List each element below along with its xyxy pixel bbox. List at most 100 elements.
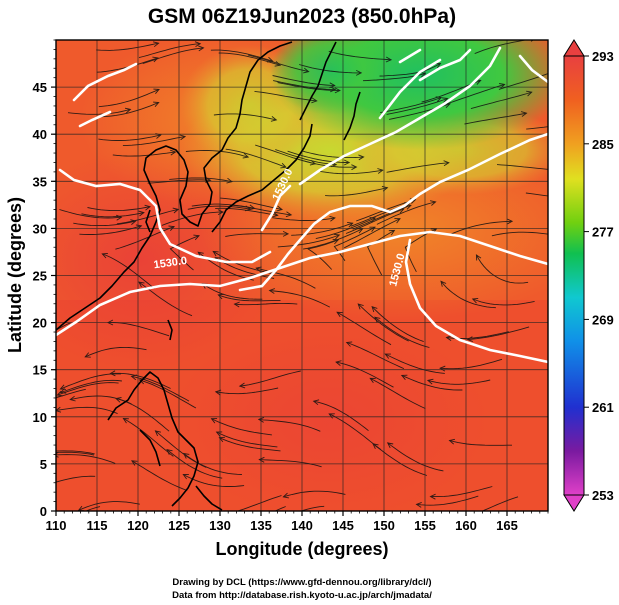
streamline — [273, 80, 336, 91]
streamline-arrow — [144, 204, 151, 211]
streamline-arrow — [242, 152, 250, 159]
y-tick-label: 0 — [40, 504, 47, 519]
y-axis: 0 5 10 15 20 25 30 35 40 45 — [33, 39, 56, 519]
streamline-arrow — [101, 252, 108, 259]
streamline — [102, 253, 155, 289]
streamline — [169, 177, 232, 183]
streamline — [272, 217, 335, 221]
streamline — [283, 490, 346, 498]
streamline — [161, 211, 224, 226]
streamline-arrow — [194, 41, 202, 47]
x-tick-label: 115 — [87, 518, 108, 533]
streamline — [401, 374, 463, 391]
streamline — [376, 201, 436, 225]
streamline-arrow — [345, 341, 353, 347]
streamline-arrow — [369, 377, 376, 384]
credit-drawing: Drawing by DCL (https://www.gfd-dennou.o… — [172, 577, 431, 588]
streamline — [277, 82, 340, 91]
x-tick-label: 130 — [209, 518, 231, 533]
streamline — [218, 52, 281, 66]
streamline — [346, 342, 405, 370]
y-tick-label: 15 — [33, 363, 47, 378]
streamline-arrow — [554, 168, 559, 173]
streamline-arrow — [282, 230, 290, 237]
x-tick-label: 110 — [46, 518, 67, 533]
streamline-arrow — [0, 402, 4, 407]
streamline-arrow — [172, 207, 180, 214]
streamline-arrow — [59, 384, 66, 390]
streamline — [169, 235, 200, 271]
streamline — [449, 440, 512, 446]
streamline-arrow — [388, 229, 396, 236]
streamline — [416, 495, 479, 506]
x-tick-label: 145 — [332, 518, 354, 533]
streamline — [336, 311, 392, 346]
streamline — [287, 150, 350, 163]
colorbar-tick-label: 293 — [592, 49, 614, 64]
streamline-arrow — [69, 395, 76, 402]
streamline — [81, 212, 144, 218]
streamline-arrow — [445, 335, 452, 341]
streamline-arrow — [309, 159, 317, 166]
x-tick-label: 140 — [291, 518, 313, 533]
streamline-arrow — [335, 360, 342, 366]
streamline — [215, 387, 279, 395]
streamline-arrow — [343, 159, 351, 166]
streamline — [56, 451, 95, 456]
streamline — [87, 206, 151, 212]
streamline-arrow — [372, 443, 379, 449]
streamline — [225, 233, 289, 237]
height-contours — [56, 46, 548, 364]
streamline-arrow — [285, 211, 293, 218]
streamline — [320, 169, 383, 175]
streamline — [60, 379, 122, 393]
streamline-arrow — [272, 211, 279, 218]
streamline — [210, 49, 273, 62]
streamline — [183, 453, 242, 475]
streamline-arrow — [347, 221, 354, 228]
streamline — [258, 418, 321, 432]
streamline — [191, 203, 255, 209]
streamline — [444, 83, 505, 105]
streamline — [369, 377, 426, 409]
streamline-arrow — [270, 116, 278, 122]
streamline-arrow — [358, 154, 365, 161]
streamline-arrow — [115, 397, 122, 403]
streamline — [56, 388, 86, 399]
streamline-arrow — [440, 280, 447, 287]
colorbar-tick-label: 277 — [592, 225, 614, 240]
colorbar-top-arrow — [563, 39, 585, 57]
streamline — [301, 150, 364, 159]
streamline-arrow — [248, 204, 256, 211]
y-tick-label: 40 — [33, 127, 47, 142]
streamline — [385, 353, 445, 374]
streamline — [142, 47, 204, 65]
streamline-arrow — [429, 493, 436, 500]
streamline — [430, 486, 493, 498]
streamline-arrow — [59, 388, 67, 394]
streamline — [325, 187, 388, 197]
streamline — [372, 443, 428, 476]
streamline — [525, 192, 548, 197]
streamline — [298, 64, 362, 74]
streamline-arrow — [441, 97, 449, 103]
streamline-arrow — [56, 406, 62, 413]
x-axis-label: Longitude (degrees) — [215, 539, 388, 559]
streamline-arrow — [334, 87, 341, 94]
streamline-arrow — [426, 378, 434, 385]
streamline — [472, 298, 535, 306]
streamline-arrow — [553, 69, 559, 74]
streamline — [269, 290, 331, 308]
x-tick-label: 125 — [168, 518, 190, 533]
streamline-arrow — [214, 389, 222, 396]
streamline — [491, 231, 548, 237]
streamline-arrow — [32, 449, 37, 454]
streamline — [112, 151, 176, 157]
streamline-arrow — [443, 160, 450, 167]
streamline — [277, 234, 340, 248]
streamline-arrow — [233, 301, 240, 308]
streamline — [306, 239, 339, 270]
streamline — [481, 496, 519, 511]
streamline — [56, 395, 61, 398]
streamline — [123, 418, 174, 457]
